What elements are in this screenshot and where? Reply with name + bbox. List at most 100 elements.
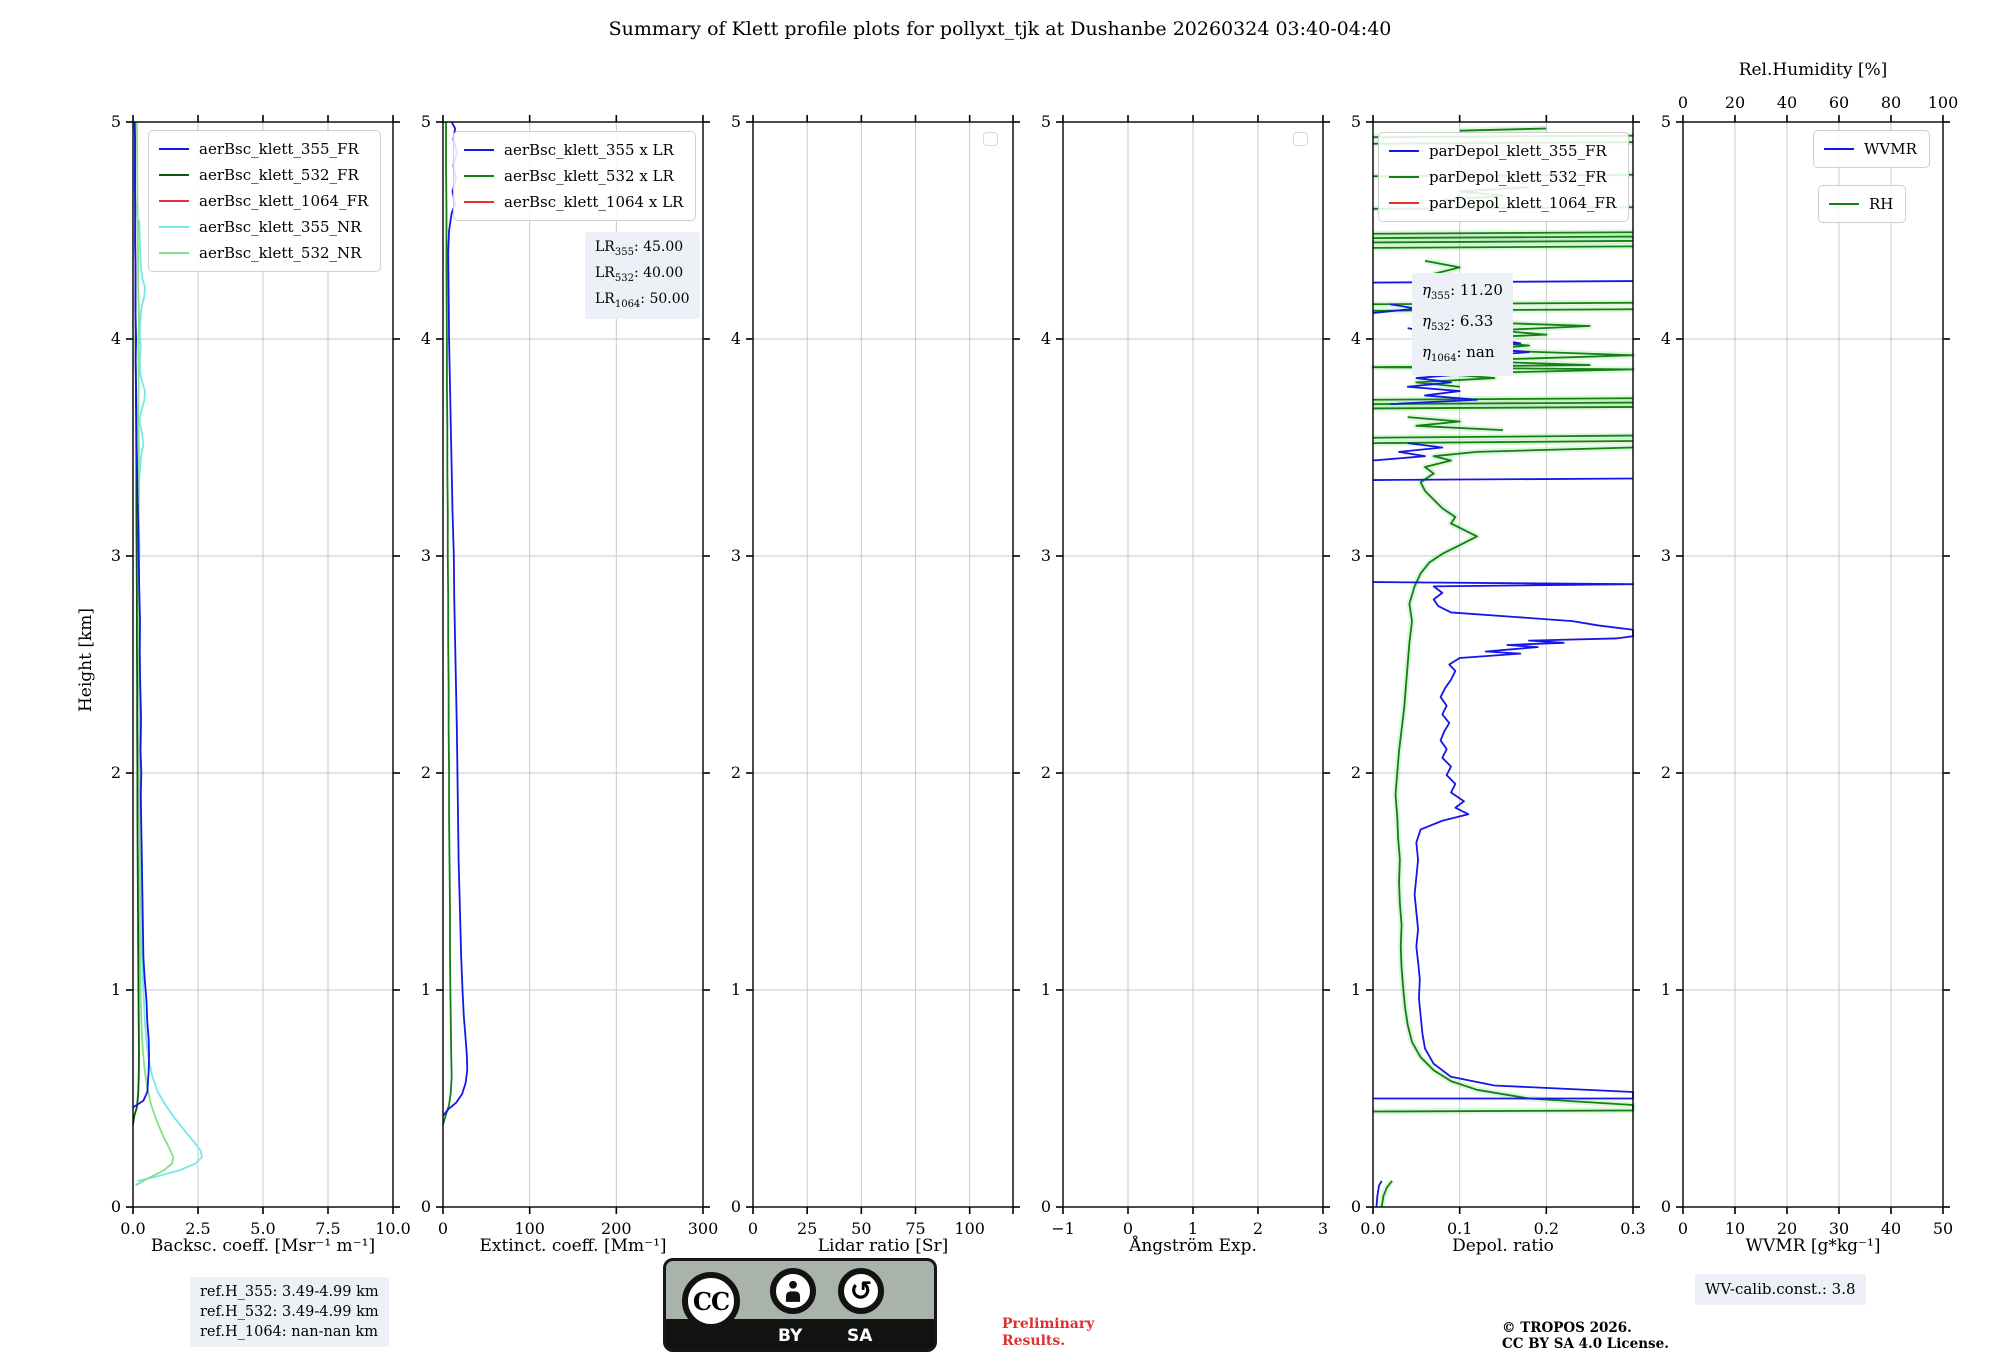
- plot-canvas-lidar-ratio: 0 25 50 75 100 0 1 2 3 4 5: [731, 112, 1020, 1238]
- legend-entry: WVMR: [1824, 136, 1917, 162]
- legend-entry: aerBsc_klett_1064_FR: [159, 188, 368, 214]
- legend-entry-label: RH: [1869, 195, 1894, 213]
- cc-by-label: BY: [778, 1326, 803, 1346]
- series-parDepol_klett_532_FR: [1380, 1180, 1393, 1208]
- legend-entry: aerBsc_klett_532 x LR: [464, 163, 683, 189]
- y-tick-label: 4: [731, 329, 741, 348]
- legend-angstroem-empty: [1293, 132, 1308, 146]
- x-tick-label: 2.5: [185, 1219, 210, 1238]
- series-parDepol_klett_532_FR: [1372, 397, 1634, 401]
- x-tick-label: 0.1: [1447, 1219, 1472, 1238]
- y-tick-label: 0: [1041, 1197, 1051, 1216]
- plot-extinction: 0 100 200 300 0 1 2 3 4 5: [421, 112, 718, 1238]
- legend-line-sample: [159, 174, 189, 176]
- y-tick-label: 2: [1041, 763, 1051, 782]
- top-tick-label: 20: [1725, 93, 1745, 112]
- x-tick-label: 75: [905, 1219, 925, 1238]
- legend-entry-label: aerBsc_klett_1064_FR: [199, 192, 369, 210]
- x-tick-label: 10.0: [375, 1219, 411, 1238]
- plot-canvas-backscatter: 0.0 2.5 5.0 7.5 10.0 0 1 2 3 4 5: [111, 112, 411, 1238]
- series-parDepol_klett_532_FR: [1372, 240, 1634, 244]
- infobox-line: η532: 6.33: [1422, 312, 1494, 333]
- legend-entry: aerBsc_klett_532_NR: [159, 240, 368, 266]
- plot-wvmr: 0 10 20 30 40 50 0 1 2 3 4 5 0 20 40 60 80 100: [1661, 93, 1958, 1238]
- x-tick-label: 3: [1318, 1219, 1328, 1238]
- x-tick-label: 100: [514, 1219, 545, 1238]
- y-tick-label: 2: [1661, 763, 1671, 782]
- y-tick-label: 5: [1661, 112, 1671, 131]
- x-tick-label: 25: [797, 1219, 817, 1238]
- legend-entry-label: parDepol_klett_355_FR: [1429, 142, 1607, 160]
- x-tick-label: 20: [1777, 1219, 1797, 1238]
- y-tick-label: 5: [421, 112, 431, 131]
- legend-entry-label: aerBsc_klett_355_NR: [199, 218, 362, 236]
- x-tick-label: 1: [1188, 1219, 1198, 1238]
- y-tick-label: 5: [731, 112, 741, 131]
- y-tick-label: 5: [111, 112, 121, 131]
- legend-rh: RH: [1818, 185, 1907, 223]
- y-tick-label: 4: [421, 329, 431, 348]
- cc-by-sa-badge: CC ↺ BY SA: [663, 1258, 937, 1352]
- y-tick-label: 1: [1661, 980, 1671, 999]
- x-tick-label: 0.0: [1360, 1219, 1385, 1238]
- x-axis-label-backscatter: Backsc. coeff. [Msr⁻¹ m⁻¹]: [150, 1236, 376, 1256]
- infobox-line: η355: 11.20: [1422, 281, 1503, 302]
- y-tick-label: 1: [421, 980, 431, 999]
- y-tick-label: 0: [111, 1197, 121, 1216]
- y-tick-label: 1: [1351, 980, 1361, 999]
- y-tick-label: 4: [1041, 329, 1051, 348]
- infobox-line: LR1064: 50.00: [595, 290, 690, 310]
- y-tick-label: 2: [731, 763, 741, 782]
- cc-sa-label: SA: [847, 1326, 873, 1346]
- text-line: ref.H_1064: nan-nan km: [200, 1324, 378, 1340]
- y-tick-label: 0: [1661, 1197, 1671, 1216]
- series-parDepol_klett_532_FR: [1372, 440, 1634, 445]
- share-alike-arrow-icon: ↺: [838, 1268, 884, 1314]
- legend-wvmr: WVMR: [1813, 130, 1930, 168]
- legend-entry: aerBsc_klett_355_NR: [159, 214, 368, 240]
- legend-line-sample: [464, 175, 494, 177]
- infobox-line: LR355: 45.00: [595, 239, 684, 258]
- series-parDepol_klett_355_FR: [1372, 581, 1634, 1100]
- x-tick-label: 50: [1933, 1219, 1953, 1238]
- y-tick-label: 4: [111, 329, 121, 348]
- legend-entry: parDepol_klett_532_FR: [1389, 164, 1616, 190]
- legend-entry-label: parDepol_klett_532_FR: [1429, 168, 1607, 186]
- plot-angstroem: −1 0 1 2 3 0 1 2 3 4 5: [1041, 112, 1330, 1238]
- series-aerBsc_klett_355_NR: [136, 219, 203, 1182]
- x-tick-label: 300: [688, 1219, 719, 1238]
- x-tick-label: 2: [1253, 1219, 1263, 1238]
- series-parDepol_klett_532_FR: [1459, 127, 1547, 132]
- y-axis-label: Height [km]: [76, 607, 96, 713]
- series-parDepol_klett_532_FR: [1372, 446, 1634, 1113]
- attribution-person-icon: [770, 1268, 816, 1314]
- lidar-ratio-infobox: LR355: 45.00 LR532: 40.00 LR1064: 50.00: [585, 232, 700, 320]
- x-tick-label: 100: [954, 1219, 985, 1238]
- figure-title: Summary of Klett profile plots for polly…: [608, 18, 1392, 40]
- y-tick-label: 3: [1351, 546, 1361, 565]
- text-line: ref.H_532: 3.49-4.99 km: [200, 1304, 379, 1320]
- legend-entry: parDepol_klett_355_FR: [1389, 138, 1616, 164]
- y-tick-label: 5: [1041, 112, 1051, 131]
- x-axis-label-wvmr: WVMR [g*kg⁻¹]: [1745, 1236, 1881, 1256]
- x-tick-label: 0.0: [120, 1219, 145, 1238]
- x-tick-label: −1: [1051, 1219, 1075, 1238]
- legend-lidar-ratio-empty: [983, 132, 998, 146]
- legend-entry: aerBsc_klett_532_FR: [159, 162, 368, 188]
- text-line: © TROPOS 2026.: [1502, 1320, 1632, 1336]
- y-tick-label: 1: [111, 980, 121, 999]
- x-tick-label: 0.2: [1534, 1219, 1559, 1238]
- x-tick-label: 30: [1829, 1219, 1849, 1238]
- series-parDepol_klett_532_FR: [1407, 416, 1504, 432]
- legend-line-sample: [159, 200, 189, 202]
- y-tick-label: 1: [731, 980, 741, 999]
- x-tick-label: 0: [748, 1219, 758, 1238]
- text-line: Preliminary: [1002, 1316, 1095, 1332]
- y-tick-label: 3: [1041, 546, 1051, 565]
- series-parDepol_klett_355_FR: [1372, 477, 1634, 481]
- reference-height-infobox: ref.H_355: 3.49-4.99 km ref.H_532: 3.49-4…: [190, 1277, 389, 1347]
- top-tick-label: 0: [1678, 93, 1688, 112]
- y-tick-label: 0: [421, 1197, 431, 1216]
- legend-line-sample: [159, 148, 189, 150]
